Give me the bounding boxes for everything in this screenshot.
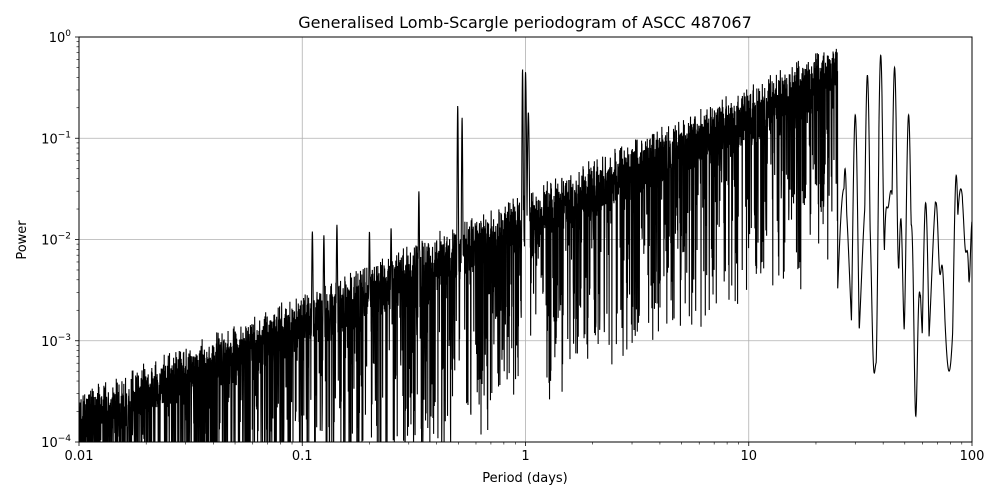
x-axis-label: Period (days) <box>482 471 568 486</box>
chart-title: Generalised Lomb-Scargle periodogram of … <box>298 13 752 32</box>
x-tick-label: 1 <box>521 449 529 464</box>
x-tick-label: 10 <box>740 449 757 464</box>
y-axis: 10−4 10−3 10−2 10−1 100 <box>41 29 79 451</box>
x-tick-label: 0.01 <box>65 449 94 464</box>
y-tick-label: 100 <box>49 29 72 46</box>
y-axis-label: Power <box>15 220 30 260</box>
y-tick-label: 10−3 <box>41 333 71 350</box>
y-tick-label: 10−1 <box>41 130 71 147</box>
x-axis: 0.01 0.1 1 10 100 <box>65 442 985 464</box>
x-tick-label: 100 <box>960 449 985 464</box>
y-tick-label: 10−4 <box>41 434 71 451</box>
y-tick-label: 10−2 <box>41 232 71 249</box>
x-tick-label: 0.1 <box>292 449 313 464</box>
data-series <box>79 48 972 442</box>
periodogram-line <box>79 48 972 442</box>
